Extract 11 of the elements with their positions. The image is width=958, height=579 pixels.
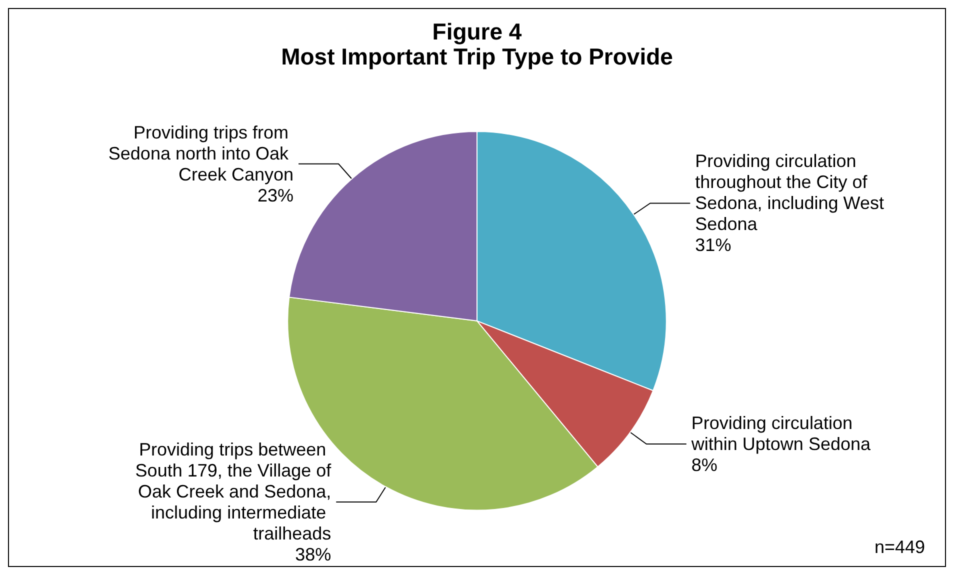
data-label: 23%: [258, 185, 294, 206]
text: n=449: [874, 537, 926, 557]
data-label: 38%: [295, 544, 332, 564]
slice-label: Providing circulation within Uptown Sedona: [690, 412, 872, 454]
data-label: 31%: [695, 235, 732, 256]
chart-subtitle: Most Important Trip Type to Provide: [281, 44, 673, 70]
slice-label: Providing trips between South 179, the Village of Oak Creek and Sedona, including intermediate trailheads: [133, 440, 332, 544]
chart-title: Figure 4: [432, 18, 522, 44]
data-label: 8%: [691, 454, 718, 475]
slice-label: Providing trips from Sedona north into Oak Creek Canyon: [108, 122, 294, 184]
slice-label: Providing circulation throughout the City of Sedona, including West Sedona: [695, 151, 889, 234]
